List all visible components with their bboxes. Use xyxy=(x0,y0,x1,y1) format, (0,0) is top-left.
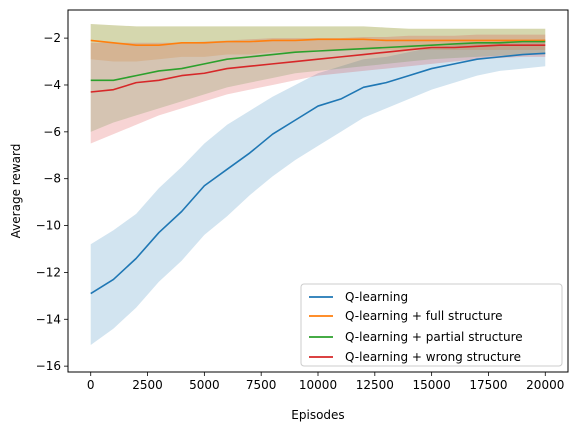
y-tick-label: −16 xyxy=(36,359,61,373)
x-tick-label: 2500 xyxy=(132,378,163,392)
band-q-learning-wrong-structure xyxy=(90,34,546,144)
legend-label-full-structure: Q-learning + full structure xyxy=(345,309,503,323)
line-q-learning-partial-structure xyxy=(90,40,546,82)
x-axis-label: Episodes xyxy=(291,408,344,422)
legend: Q-learning Q-learning + full structure Q… xyxy=(300,283,563,367)
y-tick-label: −2 xyxy=(43,31,61,45)
legend-label-wrong-structure: Q-learning + wrong structure xyxy=(345,350,521,364)
y-tick-label: −10 xyxy=(36,219,61,233)
series-lines xyxy=(90,38,546,295)
legend-box xyxy=(300,283,563,367)
x-tick-label: 20000 xyxy=(526,378,564,392)
x-tick-label: 7500 xyxy=(246,378,277,392)
legend-label-q-learning: Q-learning xyxy=(345,290,408,304)
confidence-bands xyxy=(90,24,546,346)
legend-label-partial-structure: Q-learning + partial structure xyxy=(345,330,523,344)
x-tick-label: 5000 xyxy=(189,378,220,392)
x-tick-label: 10000 xyxy=(299,378,337,392)
y-tick-label: −14 xyxy=(36,312,61,326)
band-q-learning-full-structure xyxy=(90,24,546,62)
y-tick-label: −4 xyxy=(43,78,61,92)
y-tick-label: −12 xyxy=(36,265,61,279)
y-tick-label: −8 xyxy=(43,172,61,186)
x-axis-ticks: 0 2500 5000 7500 10000 12500 15000 17500 20000 xyxy=(87,372,564,392)
y-tick-label: −6 xyxy=(43,125,61,139)
x-tick-label: 17500 xyxy=(469,378,507,392)
band-q-learning-partial-structure xyxy=(90,24,546,132)
x-tick-label: 15000 xyxy=(413,378,451,392)
x-tick-label: 12500 xyxy=(356,378,394,392)
line-q-learning-wrong-structure xyxy=(90,44,546,93)
band-q-learning xyxy=(90,39,546,346)
line-q-learning-full-structure xyxy=(90,38,546,46)
y-axis-label: Average reward xyxy=(9,144,23,239)
line-q-learning xyxy=(90,52,546,295)
x-tick-label: 0 xyxy=(87,378,95,392)
y-axis-ticks: −16 −14 −12 −10 −8 −6 −4 −2 xyxy=(36,31,68,373)
